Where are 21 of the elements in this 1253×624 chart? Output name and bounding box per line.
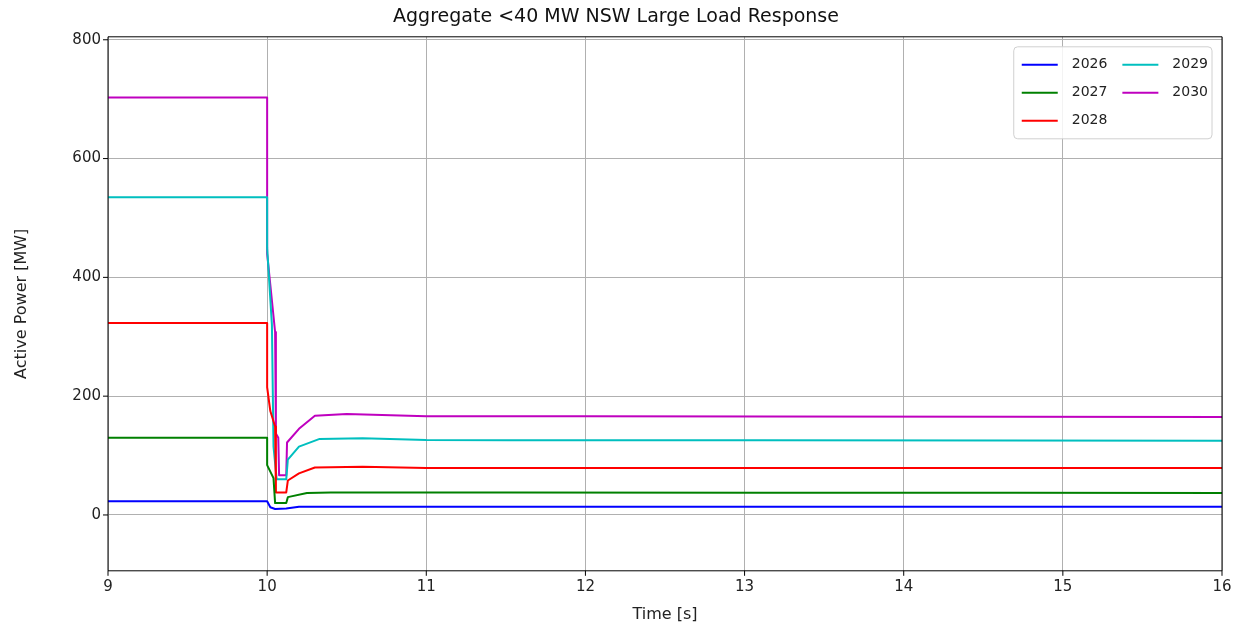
x-tick-label: 14 <box>894 576 914 595</box>
y-tick-label: 0 <box>91 504 101 523</box>
legend-label: 2030 <box>1172 83 1209 100</box>
x-tick-label: 15 <box>1053 576 1073 595</box>
legend-label: 2028 <box>1071 111 1108 128</box>
x-tick-label: 10 <box>257 576 277 595</box>
x-tick-label: 13 <box>735 576 755 595</box>
x-axis-title: Time [s] <box>631 603 698 623</box>
x-tick-label: 9 <box>103 576 113 595</box>
chart-title: Aggregate <40 MW NSW Large Load Response <box>393 4 839 27</box>
x-tick-label: 11 <box>416 576 436 595</box>
legend-label: 2029 <box>1172 55 1209 72</box>
y-tick-label: 800 <box>72 29 101 48</box>
y-tick-label: 200 <box>72 386 101 405</box>
legend-label: 2027 <box>1071 83 1108 100</box>
y-tick-label: 400 <box>72 267 101 286</box>
legend-label: 2026 <box>1071 55 1108 72</box>
x-tick-label: 12 <box>575 576 595 595</box>
y-axis-title: Active Power [MW] <box>10 228 30 379</box>
y-tick-label: 600 <box>72 148 101 167</box>
x-tick-label: 16 <box>1212 576 1232 595</box>
